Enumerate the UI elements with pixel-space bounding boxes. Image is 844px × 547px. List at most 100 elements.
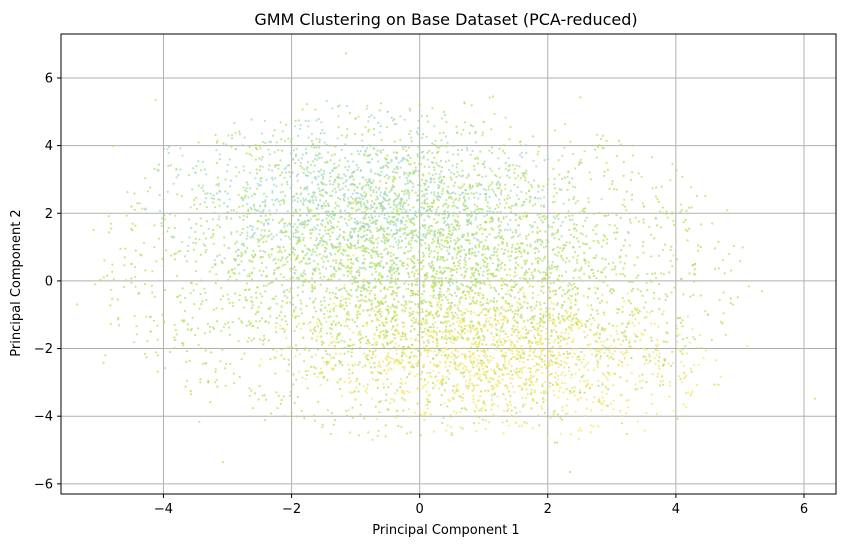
scatter-point [558,321,561,324]
scatter-point [588,247,592,250]
scatter-point [510,210,513,213]
scatter-point [473,203,476,206]
scatter-point [329,228,332,231]
scatter-point [293,199,296,202]
scatter-point [179,294,182,297]
scatter-point [466,220,469,223]
scatter-point [623,335,626,338]
scatter-point [536,232,539,235]
scatter-point [275,302,278,305]
scatter-point [488,167,491,170]
scatter-point [201,362,204,365]
scatter-point [451,389,454,392]
scatter-point [437,229,440,232]
scatter-point [529,393,533,396]
scatter-point [690,186,693,189]
scatter-point [378,411,381,414]
scatter-point [317,170,320,173]
scatter-point [373,366,376,369]
scatter-point [471,149,474,153]
scatter-point [353,230,356,233]
scatter-point [251,407,254,410]
scatter-point [419,214,422,217]
scatter-point [371,307,374,310]
scatter-point [481,258,484,262]
scatter-point [456,307,459,310]
scatter-point [359,221,362,224]
scatter-point [400,208,403,211]
scatter-point [507,309,510,312]
scatter-point [238,216,241,219]
scatter-point [470,286,473,289]
scatter-point [659,210,662,213]
scatter-point [321,207,324,210]
scatter-point [347,313,350,317]
scatter-point [353,321,356,324]
scatter-point [535,300,538,303]
scatter-point [236,211,239,214]
scatter-point [396,219,399,222]
scatter-point [374,297,377,300]
scatter-point [377,197,380,200]
scatter-point [496,204,499,207]
scatter-point [630,357,633,360]
scatter-point [347,292,350,295]
scatter-point [596,287,599,290]
scatter-point [418,174,421,177]
scatter-point [367,183,370,187]
scatter-point [542,271,545,274]
scatter-point [230,134,233,137]
scatter-point [510,304,514,307]
scatter-point [403,304,406,307]
scatter-point [322,194,325,197]
scatter-point [560,188,563,191]
scatter-point [458,309,461,312]
scatter-point [269,358,272,361]
scatter-point [543,204,546,207]
scatter-point [359,341,362,344]
scatter-point [338,359,341,363]
scatter-point [373,147,376,150]
scatter-point [456,153,460,156]
scatter-point [488,210,492,213]
scatter-point [542,392,546,395]
scatter-point [500,220,503,223]
scatter-point [278,314,281,317]
scatter-point [317,400,320,403]
scatter-point [367,120,370,123]
scatter-point [163,321,166,324]
scatter-point [465,176,468,179]
scatter-point [339,208,342,212]
scatter-point [578,391,581,394]
scatter-point [294,269,297,272]
scatter-point [184,385,187,388]
scatter-point [284,249,287,252]
scatter-point [347,202,350,205]
scatter-point [704,194,707,198]
scatter-point [642,221,645,224]
scatter-point [415,130,418,134]
scatter-point [544,271,547,274]
scatter-point [346,128,349,131]
scatter-point [357,390,360,393]
scatter-point [375,207,378,210]
scatter-point [227,278,230,282]
scatter-point [263,229,266,232]
scatter-point [168,350,171,354]
scatter-point [76,303,79,306]
scatter-point [573,223,576,226]
scatter-point [371,250,374,254]
scatter-point [316,207,319,210]
scatter-point [391,186,394,189]
scatter-point [351,406,354,409]
scatter-point [545,245,548,248]
scatter-point [416,235,419,238]
scatter-point [256,220,259,223]
scatter-point [526,358,530,361]
scatter-point [446,315,449,318]
scatter-point [514,266,517,269]
scatter-point [519,242,522,245]
scatter-point [498,202,502,205]
scatter-point [621,322,624,325]
scatter-point [245,190,248,193]
